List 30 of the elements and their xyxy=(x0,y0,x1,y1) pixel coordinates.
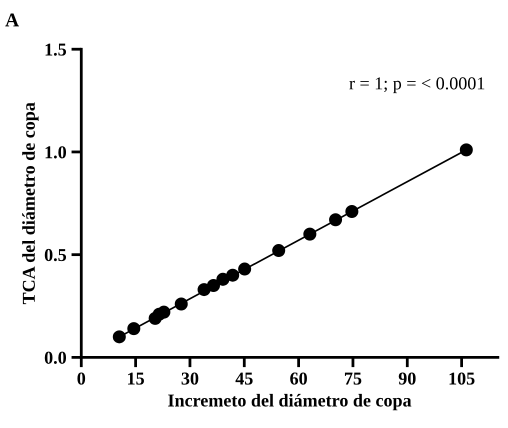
point xyxy=(174,297,188,310)
x-axis-title: Incremeto del diámetro de copa xyxy=(168,394,412,410)
x-tick-label: 105 xyxy=(450,372,474,385)
x-tick-label: 60 xyxy=(290,372,307,385)
point xyxy=(226,268,240,282)
y-tick-label: 1.5 xyxy=(46,44,66,56)
point xyxy=(112,330,126,344)
point xyxy=(272,244,286,258)
y-tick-label: 1.0 xyxy=(46,146,66,158)
x-tick-label: 90 xyxy=(398,372,416,385)
point xyxy=(157,306,170,319)
point xyxy=(460,143,473,156)
point xyxy=(216,272,230,286)
y-axis-title: TCA del diámetro de copa xyxy=(22,102,39,304)
x-tick-label: 75 xyxy=(344,372,362,385)
point xyxy=(206,278,220,292)
y-tick-label: 0.0 xyxy=(44,352,66,364)
point xyxy=(345,205,358,218)
point xyxy=(238,262,252,276)
y-tick-label: 0.5 xyxy=(44,248,66,262)
point xyxy=(127,322,140,336)
x-tick-label: 45 xyxy=(236,372,253,385)
point xyxy=(198,283,211,296)
annotation: r = 1; p = < 0.0001 xyxy=(349,77,484,94)
x-tick-label: 0 xyxy=(77,372,86,385)
text: A xyxy=(5,13,19,26)
x-tick-label: 30 xyxy=(182,372,198,385)
point xyxy=(329,213,342,226)
point xyxy=(303,228,316,241)
x-tick-label: 15 xyxy=(128,372,144,385)
